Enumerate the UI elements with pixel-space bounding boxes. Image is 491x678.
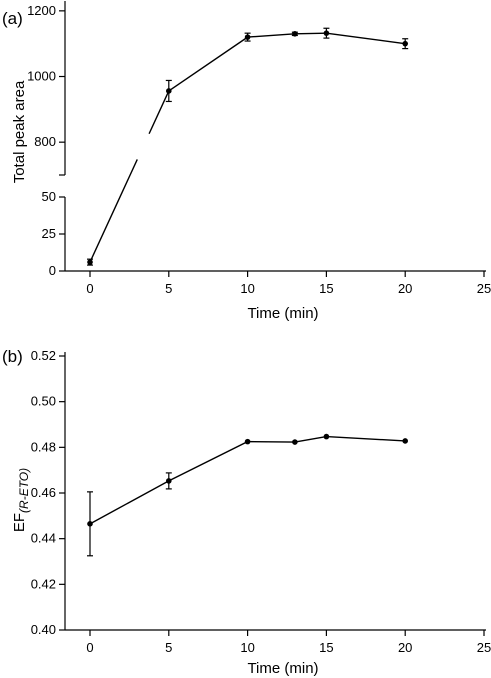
panel-a-x-tick-label: 20 [398,281,412,296]
panel-a-y-tick-label: 50 [42,189,56,204]
panel-b-ylabel-main: EF [11,513,28,532]
panel-b-data-point [402,438,409,444]
panel-a-data-point [292,31,298,37]
panel-b-x-tick-label: 0 [86,640,93,655]
panel-b-y-tick-label: 0.44 [31,531,56,546]
panel-a-series-line [168,36,248,92]
panel-b-plot: 0.40 0.42 0.44 0.46 0.48 0.50 0.52 0 5 10 15 20 25 [31,348,491,655]
panel-b-ylabel: EF(R-ETO) [11,468,31,532]
panel-a-plot: 800 1000 1200 0 25 50 0 5 10 15 20 25 [27,1,491,296]
panel-b-y-tick-label: 0.46 [31,485,56,500]
panel-a-series-line [148,90,170,135]
panel-b-xlabel: Time (min) [247,660,318,677]
panel-b-label: (b) [2,347,23,366]
panel-b-x-tick-label: 20 [398,640,412,655]
panel-a-y-tick-label: 1000 [27,69,56,84]
panel-b-data-point [292,439,298,445]
panel-a-x-tick-label: 15 [319,281,333,296]
panel-b-data-point [244,438,251,445]
panel-b-data-point [166,478,172,484]
panel-b-y-tick-label: 0.42 [31,576,56,591]
panel-b-x-tick-label: 10 [240,640,254,655]
panel-a-series-line [247,33,295,38]
panel-a-x-tick-label: 0 [86,281,93,296]
panel-b-series-line [89,435,406,525]
panel-a-data-point [323,30,330,36]
panel-b-x-tick-label: 25 [477,640,491,655]
panel-a-series-line [326,32,406,45]
panel-a-x-tick-label: 25 [477,281,491,296]
panel-b-y-tick-label: 0.48 [31,439,56,454]
panel-a-data-point [402,40,409,47]
panel-a-series-line [294,32,327,35]
panel-a-label: (a) [2,9,23,28]
panel-a-y-tick-label: 800 [34,134,56,149]
panel-a-data-point [87,259,93,265]
panel-b-x-tick-label: 5 [165,640,172,655]
panel-b-x-tick-label: 15 [319,640,333,655]
panel-a-ylabel: Total peak area [11,80,28,183]
panel-a-y-tick-label: 25 [42,226,56,241]
panel-a-x-tick-label: 5 [165,281,172,296]
panel-b-y-tick-label: 0.52 [31,348,56,363]
panel-a-xlabel: Time (min) [247,305,318,322]
panel-a-data-point [166,88,172,94]
panel-a-series-line [89,159,138,263]
panel-b-y-tick-label: 0.50 [31,394,56,409]
panel-a-x-tick-label: 10 [240,281,254,296]
panel-a-y-tick-label: 1200 [27,3,56,18]
panel-b-data-point [323,433,330,440]
panel-b-ylabel-sub: (R-ETO) [17,468,31,513]
panel-b-y-tick-label: 0.40 [31,622,56,637]
panel-a-data-point [244,34,251,40]
panel-b-data-point [87,521,93,527]
panel-a-y-tick-label: 0 [49,263,56,278]
